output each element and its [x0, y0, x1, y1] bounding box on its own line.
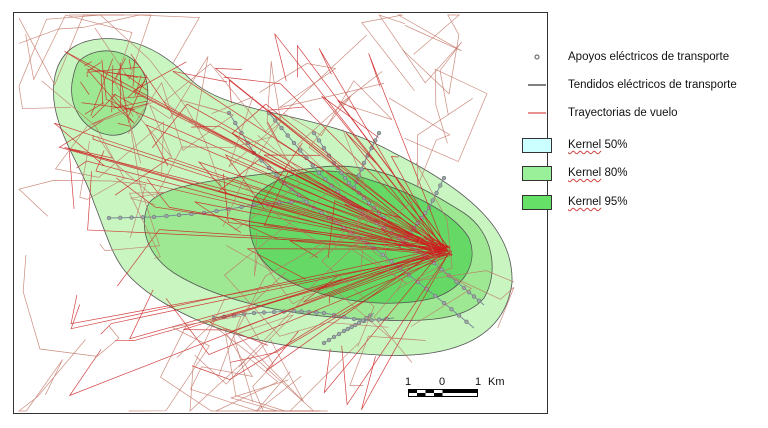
scale-unit: Km — [488, 376, 505, 388]
flight-path-symbol — [520, 106, 554, 120]
pylon — [317, 171, 321, 175]
pylon — [442, 176, 446, 180]
pylon — [367, 201, 371, 205]
pylon — [377, 318, 381, 322]
pylon — [152, 215, 156, 219]
legend-label-kernel-50-suffix: 50% — [601, 139, 627, 151]
legend-item-kernel-95: Kernel 95% — [520, 193, 627, 211]
pylon — [280, 126, 284, 130]
pylon — [130, 216, 134, 220]
legend-item-kernel-80: Kernel 80% — [520, 164, 627, 182]
pylon — [433, 294, 437, 298]
flight-path — [259, 64, 384, 108]
pylon — [233, 121, 237, 125]
pylon-symbol — [520, 50, 554, 64]
pylon — [431, 199, 435, 203]
pylon — [377, 131, 381, 135]
pylon — [360, 167, 364, 171]
pylon — [107, 216, 111, 220]
pylon — [347, 181, 351, 185]
pylon — [352, 317, 356, 321]
pylon — [322, 341, 326, 345]
map-frame — [13, 12, 548, 414]
pylon — [252, 311, 256, 315]
pylon — [477, 299, 481, 303]
legend-label-flight-paths: Trayectorias de vuelo — [568, 107, 678, 119]
legend-item-flight-paths: Trayectorias de vuelo — [520, 104, 678, 122]
legend: Apoyos eléctricos de transporte Tendidos… — [520, 48, 760, 198]
map-canvas — [14, 13, 547, 413]
pylon — [315, 311, 319, 315]
legend-label-power-lines: Tendidos eléctricos de transporte — [568, 79, 737, 91]
legend-label-kernel-80-suffix: 80% — [601, 167, 627, 179]
pylon — [357, 321, 361, 325]
legend-label-kernel-50-prefix: Kernel — [568, 139, 601, 151]
pylon — [165, 214, 169, 218]
pylon — [442, 301, 446, 305]
pylon — [362, 161, 366, 165]
pylon — [423, 211, 427, 215]
legend-label-kernel-80-prefix: Kernel — [568, 167, 601, 179]
pylon — [327, 338, 331, 342]
pylon — [286, 134, 290, 138]
pylon — [381, 253, 385, 257]
scale-tick-left: 1 — [405, 376, 411, 388]
kernel-80-swatch — [522, 166, 552, 181]
power-line-symbol — [520, 78, 554, 92]
pylon — [361, 319, 365, 323]
pylon — [177, 213, 181, 217]
pylon — [450, 307, 454, 311]
pylon — [342, 329, 346, 333]
pylon — [305, 200, 309, 204]
legend-item-power-lines: Tendidos eléctricos de transporte — [520, 76, 737, 94]
flight-path — [23, 255, 119, 356]
pylon — [118, 216, 122, 220]
pylon — [462, 286, 466, 290]
pylon — [350, 325, 354, 329]
pylon — [322, 146, 326, 150]
pylon — [438, 184, 442, 188]
pylon — [472, 295, 476, 299]
kernel-50-swatch — [522, 138, 552, 153]
pylon — [215, 209, 219, 213]
pylon — [337, 332, 341, 336]
scale-bar: 1 0 1 Km — [400, 376, 530, 406]
pylon — [300, 310, 304, 314]
pylon — [298, 149, 302, 153]
scale-tick-right: 1 — [475, 376, 481, 388]
pylon — [262, 311, 266, 315]
scale-bar-graphic — [408, 389, 478, 397]
pylon — [322, 311, 326, 315]
pylon — [272, 310, 276, 314]
pylon — [435, 191, 439, 195]
kernel-95-swatch — [522, 195, 552, 210]
legend-label-kernel-95-suffix: 95% — [601, 196, 627, 208]
scale-tick-center: 0 — [439, 376, 445, 388]
legend-item-pylons: Apoyos eléctricos de transporte — [520, 48, 729, 66]
pylon — [317, 139, 321, 143]
pylon — [390, 260, 394, 264]
legend-item-kernel-50: Kernel 50% — [520, 136, 627, 154]
pylon — [343, 176, 347, 180]
legend-label-kernel-95-prefix: Kernel — [568, 196, 601, 208]
pylon — [332, 335, 336, 339]
pylon — [465, 320, 469, 324]
pylon — [292, 141, 296, 145]
pylon — [346, 327, 350, 331]
legend-label-pylons: Apoyos eléctricos de transporte — [568, 51, 729, 63]
pylon — [457, 314, 461, 318]
